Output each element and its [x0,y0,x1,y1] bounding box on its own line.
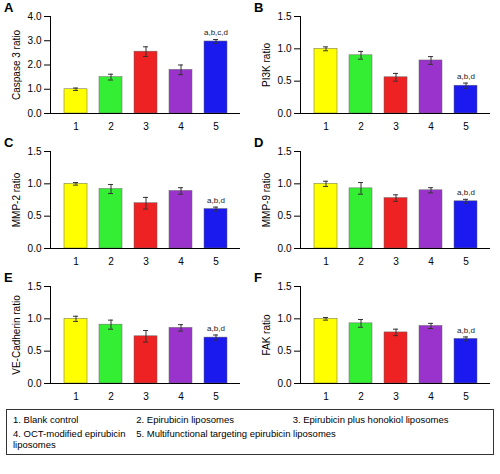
svg-text:VE-Cadherin ratio: VE-Cadherin ratio [11,295,22,375]
svg-text:FAK ratio: FAK ratio [261,314,272,356]
svg-text:0.0: 0.0 [28,378,42,389]
svg-text:1: 1 [323,121,329,132]
svg-text:1: 1 [323,256,329,267]
svg-text:2: 2 [108,256,114,267]
svg-text:1.0: 1.0 [278,178,292,189]
svg-text:1.0: 1.0 [28,178,42,189]
svg-text:0.5: 0.5 [278,210,292,221]
svg-text:1.5: 1.5 [278,146,292,157]
svg-text:0.5: 0.5 [278,345,292,356]
svg-text:0.0: 0.0 [278,378,292,389]
svg-text:1: 1 [73,256,79,267]
svg-text:a,b,d: a,b,d [207,196,225,205]
html-text:E: E [4,270,13,285]
svg-text:3: 3 [393,121,399,132]
html-text:3. Epirubicin plus honokiol li: 3. Epirubicin plus honokiol liposomes [292,414,449,425]
svg-text:1.0: 1.0 [28,83,42,94]
svg-text:5: 5 [463,391,469,402]
svg-text:5: 5 [213,121,219,132]
html-text:4. OCT-modified epirubicin lip: 4. OCT-modified epirubicin liposomes [13,428,126,450]
svg-text:4: 4 [428,391,434,402]
svg-text:2.0: 2.0 [28,59,42,70]
svg-text:0.0: 0.0 [278,243,292,254]
svg-text:1: 1 [323,391,329,402]
svg-text:a,b,d: a,b,d [457,326,475,335]
html-text:D: D [254,135,264,150]
svg-text:1.5: 1.5 [28,146,42,157]
svg-text:0.0: 0.0 [278,108,292,119]
svg-text:2: 2 [108,121,114,132]
svg-text:1: 1 [73,391,79,402]
svg-text:a,b,c,d: a,b,c,d [204,28,228,37]
html-text:C: C [4,135,14,150]
html-text:A: A [4,0,14,15]
svg-text:0.5: 0.5 [28,210,42,221]
svg-text:MMP-2 ratio: MMP-2 ratio [11,172,22,227]
svg-text:1.5: 1.5 [278,281,292,292]
svg-text:0.0: 0.0 [28,243,42,254]
svg-text:4: 4 [178,391,184,402]
svg-text:5: 5 [213,391,219,402]
svg-text:3.0: 3.0 [28,35,42,46]
svg-text:4: 4 [178,121,184,132]
svg-text:5: 5 [213,256,219,267]
svg-text:3: 3 [393,391,399,402]
svg-text:PI3K ratio: PI3K ratio [261,43,272,87]
svg-text:2: 2 [108,391,114,402]
svg-text:3: 3 [393,256,399,267]
svg-text:1.5: 1.5 [28,281,42,292]
svg-text:1.0: 1.0 [278,43,292,54]
svg-text:Caspase 3 ratio: Caspase 3 ratio [11,30,22,100]
svg-text:1: 1 [73,121,79,132]
html-text:2. Epirubicin liposomes: 2. Epirubicin liposomes [136,414,234,425]
svg-text:MMP-9 ratio: MMP-9 ratio [261,172,272,227]
svg-text:0.5: 0.5 [28,345,42,356]
svg-text:a,b,d: a,b,d [457,72,475,81]
svg-text:2: 2 [358,256,364,267]
svg-text:4.0: 4.0 [28,11,42,22]
svg-text:3: 3 [143,256,149,267]
svg-text:1.0: 1.0 [278,313,292,324]
svg-text:5: 5 [463,256,469,267]
svg-text:5: 5 [463,121,469,132]
svg-text:0.0: 0.0 [28,108,42,119]
svg-text:4: 4 [178,256,184,267]
svg-text:3: 3 [143,121,149,132]
html-text:5. Multifunctional targeting e: 5. Multifunctional targeting epirubicin … [136,428,336,439]
svg-text:2: 2 [358,391,364,402]
svg-text:0.5: 0.5 [278,75,292,86]
svg-text:a,b,d: a,b,d [207,324,225,333]
html-text:B: B [254,0,264,15]
svg-text:1.0: 1.0 [28,313,42,324]
html-text:F: F [254,270,262,285]
svg-text:4: 4 [428,121,434,132]
svg-text:1.5: 1.5 [278,11,292,22]
svg-text:4: 4 [428,256,434,267]
html-text:1. Blank control: 1. Blank control [13,414,79,425]
svg-text:2: 2 [358,121,364,132]
svg-text:3: 3 [143,391,149,402]
svg-text:a,b,d: a,b,d [457,188,475,197]
